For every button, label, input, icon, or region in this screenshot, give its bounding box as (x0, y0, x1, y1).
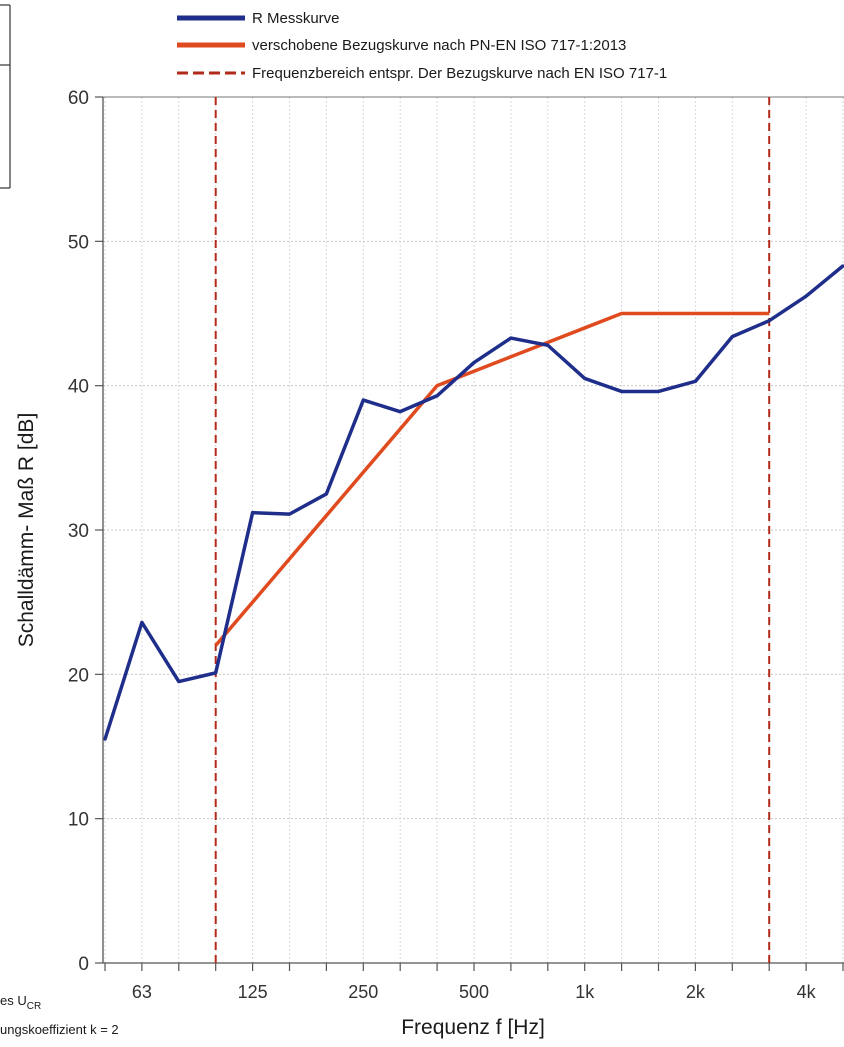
data-point-messkurve-63 (140, 620, 144, 624)
y-tick-label-50: 50 (68, 232, 89, 253)
data-point-messkurve-400 (435, 394, 439, 398)
y-tick-label-40: 40 (68, 377, 89, 398)
x-tick-label-1k: 1k (575, 982, 595, 1002)
data-point-messkurve-315 (398, 410, 402, 414)
x-tick-label-63: 63 (132, 982, 152, 1002)
data-point-messkurve-2k (693, 379, 697, 383)
x-tick-label-2k: 2k (686, 982, 706, 1002)
legend-item-bezugskurve: verschobene Bezugskurve nach PN-EN ISO 7… (177, 37, 626, 54)
table-fragment (0, 4, 11, 189)
data-point-messkurve-4k (804, 294, 808, 298)
legend-item-messkurve: R Messkurve (177, 10, 340, 27)
series-line-bezugskurve (214, 311, 770, 647)
legend-label-frequenzbereich: Frequenzbereich entspr. Der Bezugskurve … (252, 65, 667, 82)
data-point-messkurve-800 (546, 343, 550, 347)
data-point-messkurve-80 (177, 680, 181, 684)
data-point-messkurve-1k (583, 376, 587, 380)
plot-area: 0 10 20 30 40 50 60 63 125 250 500 1k 2k 4k (68, 88, 844, 1002)
data-point-messkurve-100 (214, 671, 218, 675)
y-tick-label-0: 0 (78, 954, 89, 975)
y-axis-title: Schalldämm- Maß R [dB] (15, 413, 38, 648)
data-point-messkurve-160 (288, 512, 291, 516)
data-point-messkurve-500 (472, 361, 476, 365)
legend: R Messkurve verschobene Bezugskurve nach… (177, 10, 667, 82)
y-tick-label-30: 30 (68, 521, 89, 542)
x-tick-label-125: 125 (238, 982, 268, 1002)
data-point-messkurve-50 (103, 737, 107, 741)
side-note-uncertainty: es UCR (0, 993, 41, 1012)
data-point-messkurve-1.6k (657, 389, 660, 393)
x-tick-label-500: 500 (459, 982, 489, 1002)
legend-label-messkurve: R Messkurve (252, 10, 340, 27)
data-point-messkurve-125 (251, 511, 255, 515)
legend-label-bezugskurve: verschobene Bezugskurve nach PN-EN ISO 7… (252, 37, 626, 54)
legend-item-frequenzbereich: Frequenzbereich entspr. Der Bezugskurve … (177, 65, 667, 82)
x-tick-label-250: 250 (348, 982, 378, 1002)
y-tick-label-10: 10 (68, 810, 89, 831)
y-tick-label-20: 20 (68, 665, 89, 686)
y-tick-label-60: 60 (68, 88, 89, 109)
data-point-messkurve-630 (509, 336, 513, 340)
data-point-messkurve-2.5k (730, 335, 734, 339)
data-point-messkurve-200 (324, 492, 328, 496)
x-tick-label-4k: 4k (797, 982, 817, 1002)
x-axis-title: Frequenz f [Hz] (401, 1016, 545, 1039)
side-note-coverage-factor: ungskoeffizient k = 2 (0, 1022, 119, 1037)
data-point-messkurve-3.15k (767, 319, 771, 323)
data-point-messkurve-1.25k (620, 389, 624, 393)
data-point-messkurve-250 (361, 398, 365, 402)
data-point-messkurve-5k (841, 264, 844, 268)
